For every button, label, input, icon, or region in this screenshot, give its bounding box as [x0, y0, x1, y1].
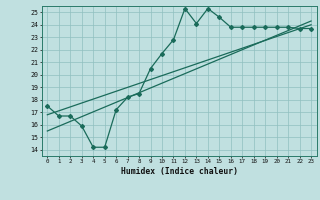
- X-axis label: Humidex (Indice chaleur): Humidex (Indice chaleur): [121, 167, 238, 176]
